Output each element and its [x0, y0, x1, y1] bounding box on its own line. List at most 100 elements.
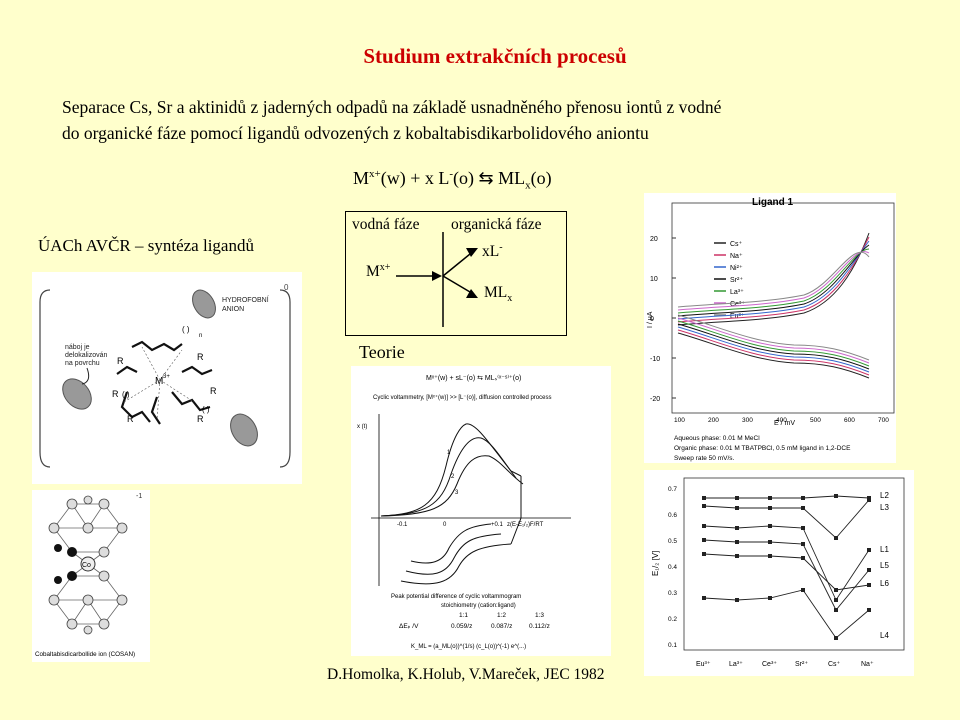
- e12-marker: [834, 636, 838, 640]
- svg-text:delokalizován: delokalizován: [65, 352, 108, 359]
- hydrophobic-label-2: ANION: [222, 306, 244, 313]
- e12-series-label: L2: [880, 491, 889, 500]
- cv-series-line: [677, 240, 870, 373]
- x-tick-label: 600: [844, 417, 855, 424]
- svg-text:R: R: [117, 356, 124, 366]
- e12-marker: [735, 506, 739, 510]
- e12-marker: [801, 556, 805, 560]
- e12-marker: [735, 554, 739, 558]
- svg-text:Sweep rate 50 mV/s.: Sweep rate 50 mV/s.: [674, 455, 735, 462]
- x-tick-label: 100: [674, 417, 685, 424]
- reaction-equation: Mx+(w) + x L-(o) ⇆ MLx(o): [353, 168, 552, 192]
- svg-text:Aqueous phase: 0.01 M MeCl: Aqueous phase: 0.01 M MeCl: [674, 435, 760, 442]
- svg-text:0.112/z: 0.112/z: [529, 623, 550, 630]
- svg-text:( ): ( ): [182, 325, 190, 334]
- svg-text:2: 2: [451, 474, 455, 480]
- cv-header: Mˣ⁺(w) + sL⁻(o) ⇆ MLₛ⁽ˣ⁻ˢ⁾⁺(o): [426, 374, 521, 382]
- cv-series-line: [677, 248, 870, 367]
- e12-marker: [702, 524, 706, 528]
- e12-marker: [867, 498, 871, 502]
- y-axis-label: I / μA: [647, 311, 654, 328]
- svg-text:x (t): x (t): [357, 424, 367, 430]
- legend-label: Sr²⁺: [730, 277, 743, 284]
- svg-text:stoichiometry (cation:ligand): stoichiometry (cation:ligand): [441, 603, 516, 609]
- legend-label: Ni²⁺: [730, 265, 743, 272]
- e12-marker: [768, 496, 772, 500]
- cv-series-line: [677, 251, 870, 364]
- cv-series-line: [677, 232, 870, 379]
- e12-y-tick: 0.2: [668, 616, 677, 623]
- eq-minus: -: [449, 168, 454, 180]
- legend-label: Cs⁺: [730, 241, 743, 248]
- theory-label: Teorie: [359, 342, 405, 362]
- legend-label: La³⁺: [730, 289, 744, 296]
- e12-series-label: L4: [880, 631, 889, 640]
- e12-series-line: [703, 525, 870, 601]
- svg-text:R: R: [197, 414, 204, 424]
- ligand-structure-figure: 0 HYDROFOBNÍ ANION náboj je delokalizová…: [32, 272, 302, 484]
- e12-x-tick: La³⁺: [729, 661, 743, 668]
- svg-text:( ): ( ): [202, 405, 210, 414]
- scheme-metal: Mx+: [366, 262, 391, 281]
- cv-series-line: [677, 244, 870, 370]
- svg-text:na povrchu: na povrchu: [65, 360, 100, 367]
- cv-series-line: [677, 251, 870, 361]
- svg-text:z(E-E₁/₂)F/RT: z(E-E₁/₂)F/RT: [507, 522, 544, 528]
- institute-label: ÚACh AVČR – syntéza ligandů: [38, 236, 254, 255]
- legend-label: Na⁺: [730, 253, 743, 260]
- e12-marker: [834, 588, 838, 592]
- e12-marker: [735, 496, 739, 500]
- svg-text:R: R: [210, 386, 217, 396]
- y-tick-label: 20: [650, 236, 658, 243]
- svg-text:0: 0: [284, 283, 289, 292]
- cv-theory-figure: Mˣ⁺(w) + sL⁻(o) ⇆ MLₛ⁽ˣ⁻ˢ⁾⁺(o) Cyclic vo…: [351, 366, 611, 656]
- e12-marker: [867, 583, 871, 587]
- y-tick-label: -20: [650, 396, 660, 403]
- svg-text:+0.1: +0.1: [491, 522, 504, 528]
- e12-marker: [702, 496, 706, 500]
- y-tick-label: 10: [650, 276, 658, 283]
- hydrophobic-label-1: HYDROFOBNÍ: [222, 295, 269, 304]
- svg-text:Organic phase: 0.01 M TBATPBCl: Organic phase: 0.01 M TBATPBCl, 0.5 mM l…: [674, 445, 851, 452]
- e12-marker: [834, 536, 838, 540]
- e12-marker: [735, 540, 739, 544]
- e12-y-tick: 0.7: [668, 486, 677, 493]
- e12-series-line: [704, 495, 870, 499]
- x-tick-label: 300: [742, 417, 753, 424]
- center-metal: M: [155, 376, 163, 387]
- slide-title: Studium extrakčních procesů: [363, 44, 627, 68]
- scheme-complex: MLx: [484, 284, 513, 305]
- e12-marker: [768, 554, 772, 558]
- e12-marker: [834, 608, 838, 612]
- e12-marker: [801, 542, 805, 546]
- e12-marker: [702, 552, 706, 556]
- y-tick-label: 0: [650, 316, 654, 323]
- eq-charge: x+: [369, 168, 381, 180]
- e12-x-tick: Ce³⁺: [762, 661, 777, 668]
- eq-complex: ML: [498, 168, 526, 188]
- e12-series-label: L1: [880, 545, 889, 554]
- e12-marker: [768, 524, 772, 528]
- svg-text:( ): ( ): [122, 390, 130, 399]
- e12-series-label: L3: [880, 503, 889, 512]
- e12-marker: [867, 568, 871, 572]
- legend-label: Ce³⁺: [730, 301, 745, 308]
- e12-series-line: [703, 589, 870, 639]
- intro-line-1: Separace Cs, Sr a aktinidů z jaderných o…: [62, 97, 722, 117]
- chart-title: Ligand 1: [752, 197, 794, 208]
- organic-phase-label: organická fáze: [451, 216, 542, 233]
- scheme-arrows: [396, 232, 478, 327]
- svg-text:1:3: 1:3: [535, 612, 544, 619]
- x-tick-label: 700: [878, 417, 889, 424]
- e12-y-label: E₁/₂ [V]: [651, 551, 660, 576]
- e12-x-tick: Eu³⁺: [696, 661, 711, 668]
- e12-marker: [801, 588, 805, 592]
- x-tick-label: 500: [810, 417, 821, 424]
- ligand1-voltammogram: Ligand 1 I / μA E / mV 20 10 0 -10 -20 100 200…: [644, 193, 896, 463]
- cv-subtitle: Cyclic voltammetry, [Mˣ⁺(w)] >> [L⁻(o)],…: [373, 394, 551, 401]
- phase-scheme: vodná fáze organická fáze Mx+ xL- MLx: [345, 211, 567, 336]
- e12-y-tick: 0.3: [668, 590, 677, 597]
- e12-marker: [768, 506, 772, 510]
- svg-text:K_ML = (a_ML(o))^(1/s) (c_L(o): K_ML = (a_ML(o))^(1/s) (c_L(o))^(-1) e^(…: [411, 644, 526, 650]
- svg-text:1:1: 1:1: [459, 612, 468, 619]
